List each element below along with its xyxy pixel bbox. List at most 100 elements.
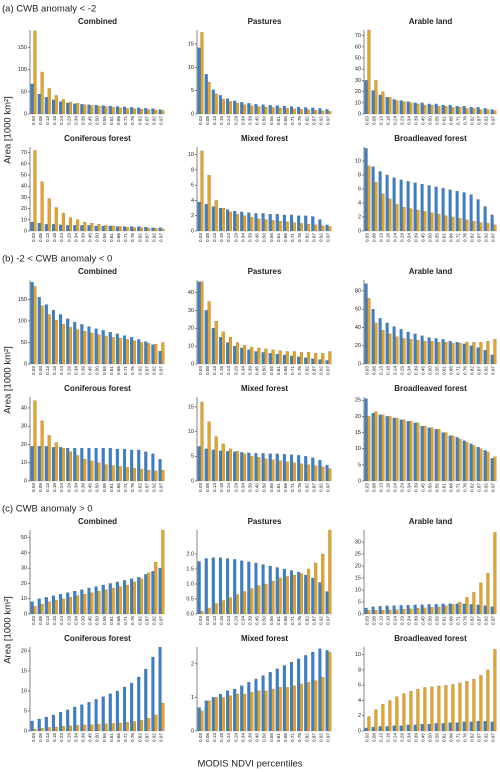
x-tick-label: 0.24: [393, 366, 398, 375]
x-tick-label: 0.13: [212, 366, 217, 375]
x-tick-label: 0.61: [442, 116, 447, 125]
bar: [271, 688, 275, 732]
bar: [462, 106, 466, 115]
bar: [66, 225, 70, 232]
x-tick-label: 0.66: [116, 366, 121, 375]
bar: [122, 335, 127, 365]
x-tick-label: 0.82: [137, 616, 142, 625]
bar: [204, 74, 208, 115]
y-tick-label: 25: [355, 551, 361, 557]
panel-title: Broadleaved forest: [394, 134, 467, 143]
bar: [108, 583, 112, 615]
x-tick-label: 0.92: [484, 233, 489, 242]
x-tick-label: 0.08: [372, 116, 377, 125]
x-tick-label: 0.24: [226, 483, 231, 492]
x-tick-label: 0.55: [269, 733, 274, 742]
x-tick-label: 0.87: [144, 366, 149, 375]
bar: [73, 448, 77, 482]
x-tick-label: 0.55: [269, 366, 274, 375]
bar: [451, 604, 455, 615]
x-tick-label: 0.97: [159, 233, 164, 242]
x-tick-label: 0.13: [379, 616, 384, 625]
bar: [261, 352, 265, 365]
x-tick-label: 0.61: [109, 233, 114, 242]
y-tick-label: 10: [355, 587, 361, 593]
bar: [289, 454, 294, 482]
bar: [130, 226, 134, 232]
bar: [367, 29, 371, 115]
bar: [406, 605, 410, 615]
x-tick-label: 0.92: [484, 483, 489, 492]
bar: [161, 110, 165, 115]
bar: [392, 417, 396, 482]
bar: [197, 281, 201, 365]
bar: [479, 109, 483, 115]
bar: [462, 343, 466, 365]
bar: [441, 104, 445, 115]
x-tick-label: 0.97: [491, 233, 496, 242]
bar: [59, 314, 63, 365]
bar: [304, 574, 308, 615]
x-tick-label: 0.29: [400, 733, 405, 742]
bar: [61, 212, 65, 232]
bar: [328, 529, 332, 615]
bar: [30, 446, 34, 482]
bar: [122, 580, 127, 615]
bar: [381, 330, 385, 365]
bar: [307, 682, 311, 732]
bar: [268, 672, 272, 732]
bar: [448, 341, 452, 365]
bar: [416, 688, 420, 732]
x-tick-label: 0.39: [81, 366, 86, 375]
x-tick-label: 0.08: [372, 616, 377, 625]
bar: [297, 215, 301, 232]
x-tick-label: 0.18: [386, 116, 391, 125]
bar: [367, 610, 371, 615]
bar: [486, 109, 490, 115]
bar: [328, 651, 332, 732]
x-tick-label: 0.34: [240, 116, 245, 125]
bar: [268, 453, 272, 482]
x-tick-label: 0.76: [297, 733, 302, 742]
y-tick-label: 50: [355, 55, 361, 61]
x-tick-label: 0.87: [477, 733, 482, 742]
bar: [140, 469, 144, 482]
bar: [37, 718, 41, 732]
bar: [144, 341, 148, 365]
bar: [125, 339, 129, 365]
bar: [282, 454, 286, 482]
bar: [448, 104, 452, 115]
x-tick-label: 0.03: [198, 233, 203, 242]
bar: [40, 603, 44, 615]
bar: [479, 675, 483, 732]
x-tick-label: 0.61: [276, 616, 281, 625]
bar: [483, 206, 487, 232]
bar: [233, 100, 237, 115]
bar: [490, 458, 494, 482]
x-tick-label: 0.55: [102, 733, 107, 742]
bar: [444, 341, 448, 365]
y-tick-label: 4: [191, 198, 194, 204]
bar: [207, 175, 211, 232]
bar: [483, 108, 487, 115]
section-title: (c) CWB anomaly > 0: [2, 504, 93, 515]
bar: [66, 592, 70, 615]
x-tick-label: 0.55: [269, 233, 274, 242]
bar: [66, 709, 70, 732]
bar: [61, 726, 65, 732]
bar: [437, 214, 441, 232]
x-tick-label: 0.66: [283, 616, 288, 625]
bar: [30, 83, 34, 115]
x-tick-label: 0.82: [470, 733, 475, 742]
bar: [420, 184, 424, 232]
x-tick-label: 0.08: [205, 116, 210, 125]
bar: [228, 597, 232, 615]
x-tick-label: 0.92: [319, 616, 324, 625]
x-tick-label: 0.08: [205, 733, 210, 742]
y-tick-label: 30: [355, 539, 361, 545]
x-tick-label: 0.29: [400, 483, 405, 492]
bar: [437, 606, 441, 615]
x-tick-label: 0.18: [52, 616, 57, 625]
bar: [455, 191, 459, 232]
bar: [125, 584, 129, 615]
